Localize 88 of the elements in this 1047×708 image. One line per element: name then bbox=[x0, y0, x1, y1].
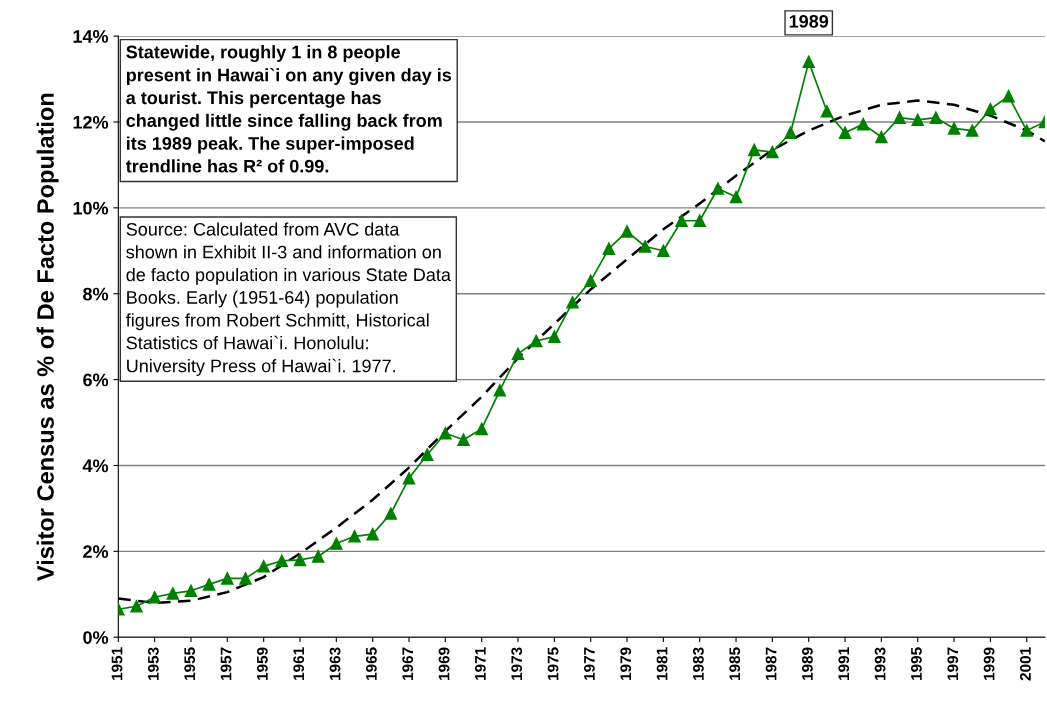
point bbox=[239, 572, 252, 585]
point bbox=[766, 145, 779, 159]
point bbox=[348, 530, 361, 543]
point bbox=[202, 578, 216, 591]
x-tick-label: 1957 bbox=[220, 647, 232, 680]
x-tick-label: 1965 bbox=[365, 647, 377, 680]
point bbox=[311, 550, 325, 563]
point bbox=[584, 274, 597, 288]
annotation: 1989 bbox=[789, 14, 829, 28]
x-tick-label: 1953 bbox=[147, 647, 159, 680]
y-tick-label: 0% bbox=[83, 631, 109, 644]
x-tick-label: 1973 bbox=[511, 647, 523, 680]
point bbox=[493, 384, 507, 397]
point bbox=[221, 572, 234, 585]
point bbox=[820, 104, 834, 118]
point bbox=[366, 527, 379, 541]
point bbox=[784, 126, 797, 139]
x-tick-label: 1959 bbox=[256, 647, 268, 680]
x-tick-label: 1985 bbox=[729, 647, 741, 680]
point bbox=[729, 190, 743, 204]
point bbox=[838, 126, 852, 139]
point bbox=[1020, 124, 1033, 137]
y-tick-label: 8% bbox=[83, 287, 109, 301]
x-tick-label: 1983 bbox=[692, 647, 704, 680]
point bbox=[620, 225, 634, 238]
x-tick-label: 1979 bbox=[620, 647, 632, 680]
y-tick-label: 4% bbox=[82, 459, 109, 473]
point bbox=[529, 334, 543, 348]
y-tick-label: 14% bbox=[73, 30, 109, 43]
x-tick-label: 1961 bbox=[293, 647, 305, 680]
point bbox=[675, 214, 688, 227]
x-tick-label: 1987 bbox=[765, 647, 777, 680]
point bbox=[475, 422, 488, 436]
point bbox=[293, 553, 307, 567]
point bbox=[384, 507, 398, 520]
point bbox=[747, 143, 761, 157]
point bbox=[638, 240, 652, 253]
point bbox=[275, 554, 289, 568]
annotation: Statewide, roughly 1 in 8 people present in Hawai`i on any given day is a tourist. This percentage has changed little since falling back from its 1989 peak. The super-imposed trendline has R² of 0.99. bbox=[125, 45, 452, 173]
point bbox=[166, 587, 180, 600]
x-tick-label: 1969 bbox=[438, 647, 450, 680]
y-tick-label: 12% bbox=[73, 115, 109, 129]
x-tick-label: 1995 bbox=[911, 647, 922, 680]
x-tick-label: 1963 bbox=[329, 647, 341, 680]
y-tick-label: 10% bbox=[73, 201, 109, 215]
point bbox=[711, 182, 725, 195]
point bbox=[875, 130, 888, 144]
point bbox=[693, 214, 706, 227]
x-tick-label: 1971 bbox=[474, 647, 486, 680]
x-tick-label: 1991 bbox=[838, 647, 850, 680]
point bbox=[602, 242, 616, 255]
x-tick-label: 1981 bbox=[656, 647, 668, 680]
point bbox=[130, 600, 143, 613]
annotation: Source: Calculated from AVC data shown in Exhibit II-3 and information on de facto population in various State Data Books. Early (1951-64) population figures from Robert Schmitt, Historical Statistics of Hawai`i. Honolulu: University Press of Hawai`i. 1977. bbox=[125, 222, 451, 376]
point bbox=[856, 117, 870, 131]
point bbox=[965, 124, 979, 137]
point bbox=[984, 102, 997, 116]
x-tick-label: 1951 bbox=[111, 647, 123, 680]
point bbox=[511, 347, 525, 361]
point bbox=[148, 591, 161, 604]
point bbox=[330, 537, 343, 550]
point bbox=[947, 122, 961, 135]
point bbox=[657, 244, 670, 258]
point bbox=[402, 472, 416, 485]
point bbox=[802, 55, 815, 69]
y-tick-label: 6% bbox=[83, 373, 109, 387]
x-tick-label: 1977 bbox=[583, 647, 595, 680]
point bbox=[1002, 89, 1015, 103]
x-tick-label: 1967 bbox=[402, 647, 414, 680]
point bbox=[911, 113, 924, 127]
point bbox=[566, 296, 579, 309]
x-tick-label: 1997 bbox=[947, 647, 959, 680]
point bbox=[929, 111, 943, 124]
point bbox=[439, 427, 452, 440]
point bbox=[420, 448, 434, 461]
x-tick-label: 1975 bbox=[547, 647, 559, 680]
x-tick-label: 1993 bbox=[874, 647, 886, 680]
x-tick-label: 1955 bbox=[184, 647, 196, 680]
point bbox=[184, 584, 198, 598]
y-tick-label: 2% bbox=[83, 545, 109, 559]
point bbox=[457, 433, 470, 446]
point bbox=[548, 330, 561, 343]
x-tick-label: 2001 bbox=[1020, 647, 1031, 681]
x-tick-label: 1999 bbox=[983, 647, 995, 680]
point bbox=[893, 111, 906, 124]
y-axis-title: Visitor Census as % of De Facto Population bbox=[36, 93, 59, 581]
point bbox=[257, 560, 270, 573]
x-tick-label: 1989 bbox=[802, 647, 813, 680]
